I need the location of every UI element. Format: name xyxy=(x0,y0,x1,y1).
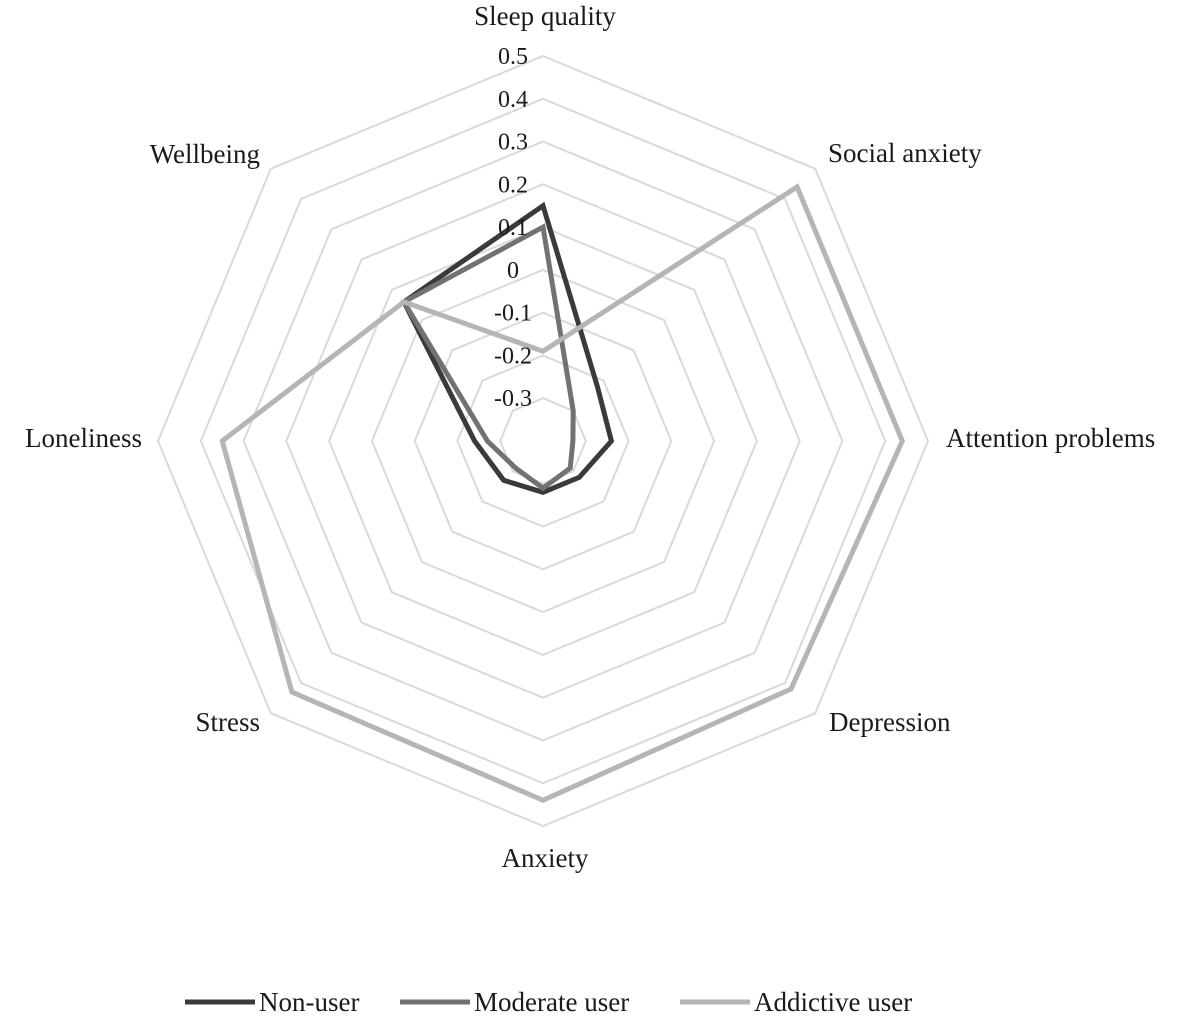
category-label-depression: Depression xyxy=(829,707,951,737)
grid-ring xyxy=(413,311,673,571)
category-label-wellbeing: Wellbeing xyxy=(150,139,260,169)
category-label-attention-problems: Attention problems xyxy=(946,423,1155,453)
tick-label: -0.3 xyxy=(494,386,532,412)
category-labels: Sleep quality Social anxiety Attention pro… xyxy=(25,1,1155,873)
tick-label: 0 xyxy=(507,258,519,284)
legend: Non-user Moderate user Addictive user xyxy=(185,987,912,1017)
radial-tick-labels: 0.5 0.4 0.3 0.2 0.1 0 -0.1 -0.2 -0.3 xyxy=(494,44,532,412)
series-line-non-user xyxy=(400,201,615,495)
legend-entry: Addictive user xyxy=(754,987,912,1017)
category-label-sleep-quality: Sleep quality xyxy=(474,1,616,31)
grid-ring xyxy=(328,226,758,656)
legend-entry: Non-user xyxy=(259,987,359,1017)
tick-label: -0.2 xyxy=(494,343,532,369)
grid-ring xyxy=(285,183,801,699)
grid-ring xyxy=(242,140,844,742)
category-label-loneliness: Loneliness xyxy=(25,423,142,453)
category-label-stress: Stress xyxy=(195,707,260,737)
radar-series xyxy=(219,183,906,804)
tick-label: -0.1 xyxy=(494,301,532,327)
grid-ring xyxy=(456,354,630,528)
tick-label: 0.4 xyxy=(498,87,528,113)
tick-label: 0.1 xyxy=(498,215,528,241)
tick-label: 0.5 xyxy=(498,44,528,70)
category-label-social-anxiety: Social anxiety xyxy=(828,138,982,168)
series-line-addictive-user xyxy=(219,183,906,804)
grid-ring xyxy=(499,397,587,485)
radar-grid xyxy=(156,54,930,828)
tick-label: 0.2 xyxy=(498,172,528,198)
series-line-moderate-user xyxy=(400,223,576,492)
legend-entry: Moderate user xyxy=(474,987,629,1017)
tick-label: 0.3 xyxy=(498,130,528,156)
grid-ring xyxy=(199,97,887,785)
category-label-anxiety: Anxiety xyxy=(502,843,589,873)
grid-ring xyxy=(370,268,716,614)
grid-ring xyxy=(156,54,930,828)
